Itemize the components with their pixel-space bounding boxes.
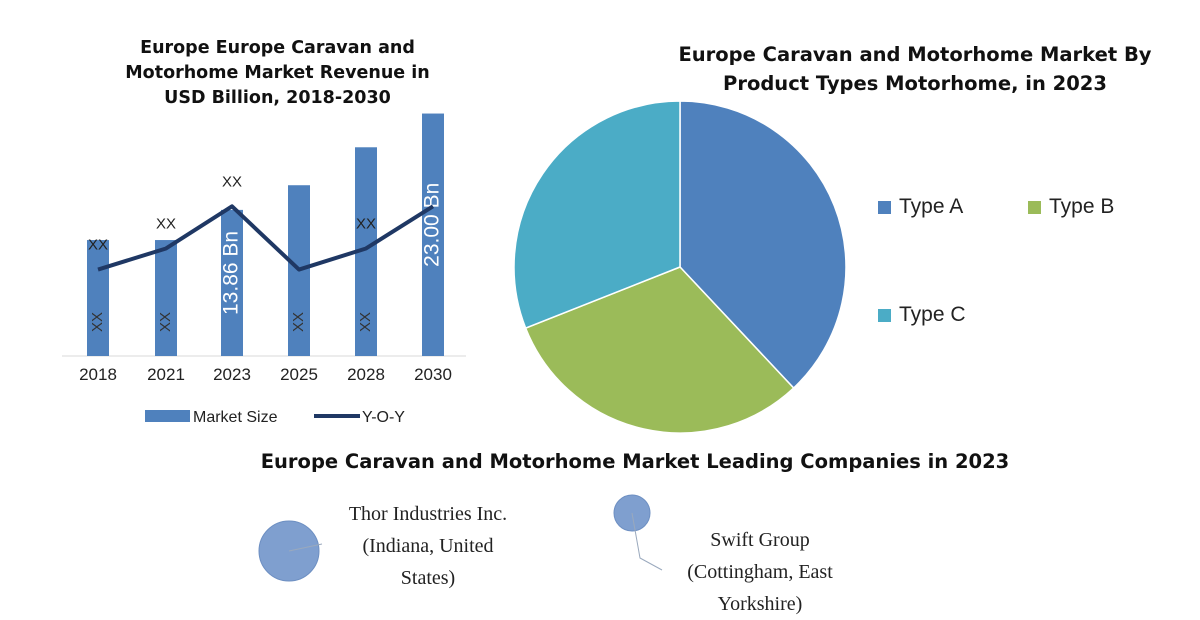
bar-chart-title: Europe Europe Caravan and Motorhome Mark…: [100, 36, 455, 111]
bar: [422, 113, 444, 357]
company-label-line: Yorkshire): [717, 593, 803, 615]
legend-label-type-a: Type A: [899, 195, 964, 218]
pie-chart: [513, 100, 847, 434]
bar: [221, 209, 243, 356]
x-tick-label: 2028: [347, 365, 385, 384]
pie-legend-item: Type B: [1028, 195, 1114, 219]
infographic: Europe Europe Caravan and Motorhome Mark…: [62, 36, 1190, 615]
bar: [155, 240, 177, 356]
legend-swatch-type-b: [1028, 200, 1041, 214]
legend-swatch-type-c: [878, 308, 891, 322]
pie-chart-title: Europe Caravan and Motorhome Market By P…: [640, 40, 1190, 99]
line-data-label: XX: [156, 215, 176, 232]
bar-data-label: XX: [157, 312, 174, 332]
x-tick-label: 2021: [147, 365, 185, 384]
pie-chart-title-line: Europe Caravan and Motorhome Market By: [678, 43, 1152, 66]
line-data-label: XX: [222, 173, 242, 190]
yoy-line: [97, 204, 435, 272]
bar-data-label: 23.00 Bn: [421, 183, 444, 267]
bar-chart: 2018 XX 2021 XX 2023 13.86 Bn 2025 XX 2028 XX 2030…: [62, 113, 466, 426]
bar-chart-title-line: Europe Europe Caravan and: [140, 38, 415, 58]
company-label-line: Swift Group: [710, 529, 810, 551]
x-tick-label: 2025: [280, 365, 318, 384]
pie-legend-item: Type C: [878, 303, 966, 327]
company-leader-line: [631, 512, 663, 571]
line-data-label: XX: [88, 237, 108, 254]
line-data-label: XX: [356, 215, 376, 232]
legend-label-type-b: Type B: [1049, 195, 1115, 218]
company-label-swift: Swift Group (Cottingham, East Yorkshire): [650, 524, 870, 620]
bar-chart-title-line: Motorhome Market Revenue in: [125, 62, 430, 83]
pie-slice-type-a: [679, 100, 847, 390]
bar-data-label: XX: [357, 312, 374, 332]
pie-legend: Type A Type B Type C: [878, 195, 1178, 335]
x-tick-label: 2030: [414, 365, 452, 384]
companies-title: Europe Caravan and Motorhome Market Lead…: [260, 450, 1010, 473]
company-label-line: Thor Industries Inc.: [348, 503, 508, 525]
bar-data-label: XX: [89, 312, 106, 332]
legend-swatch-market-size: [145, 410, 190, 422]
bar: [355, 147, 377, 356]
pie-slice-type-c: [513, 100, 681, 330]
company-label-thor: Thor Industries Inc. (Indiana, United St…: [318, 498, 538, 594]
legend-swatch-type-a: [878, 200, 891, 214]
company-label-line: States): [400, 567, 456, 589]
bar: [87, 240, 109, 356]
companies-bubbles: [258, 494, 663, 582]
company-leader-line: [288, 543, 323, 552]
pie-legend-item: Type A: [878, 195, 963, 219]
company-label-line: (Cottingham, East: [687, 561, 833, 583]
x-tick-label: 2023: [213, 365, 251, 384]
bar-data-label: XX: [290, 312, 307, 332]
company-label-line: (Indiana, United: [362, 535, 494, 557]
x-tick-label: 2018: [79, 365, 117, 384]
legend-label-yoy: Y-O-Y: [362, 409, 405, 426]
pie-slice-type-b: [524, 266, 795, 434]
bar-chart-title-line: USD Billion, 2018-2030: [164, 87, 391, 108]
legend-label-type-c: Type C: [899, 303, 966, 326]
pie-chart-title-line: Product Types Motorhome, in 2023: [723, 72, 1107, 96]
legend-label-market-size: Market Size: [193, 409, 278, 426]
bar-data-label: 13.86 Bn: [220, 231, 243, 315]
